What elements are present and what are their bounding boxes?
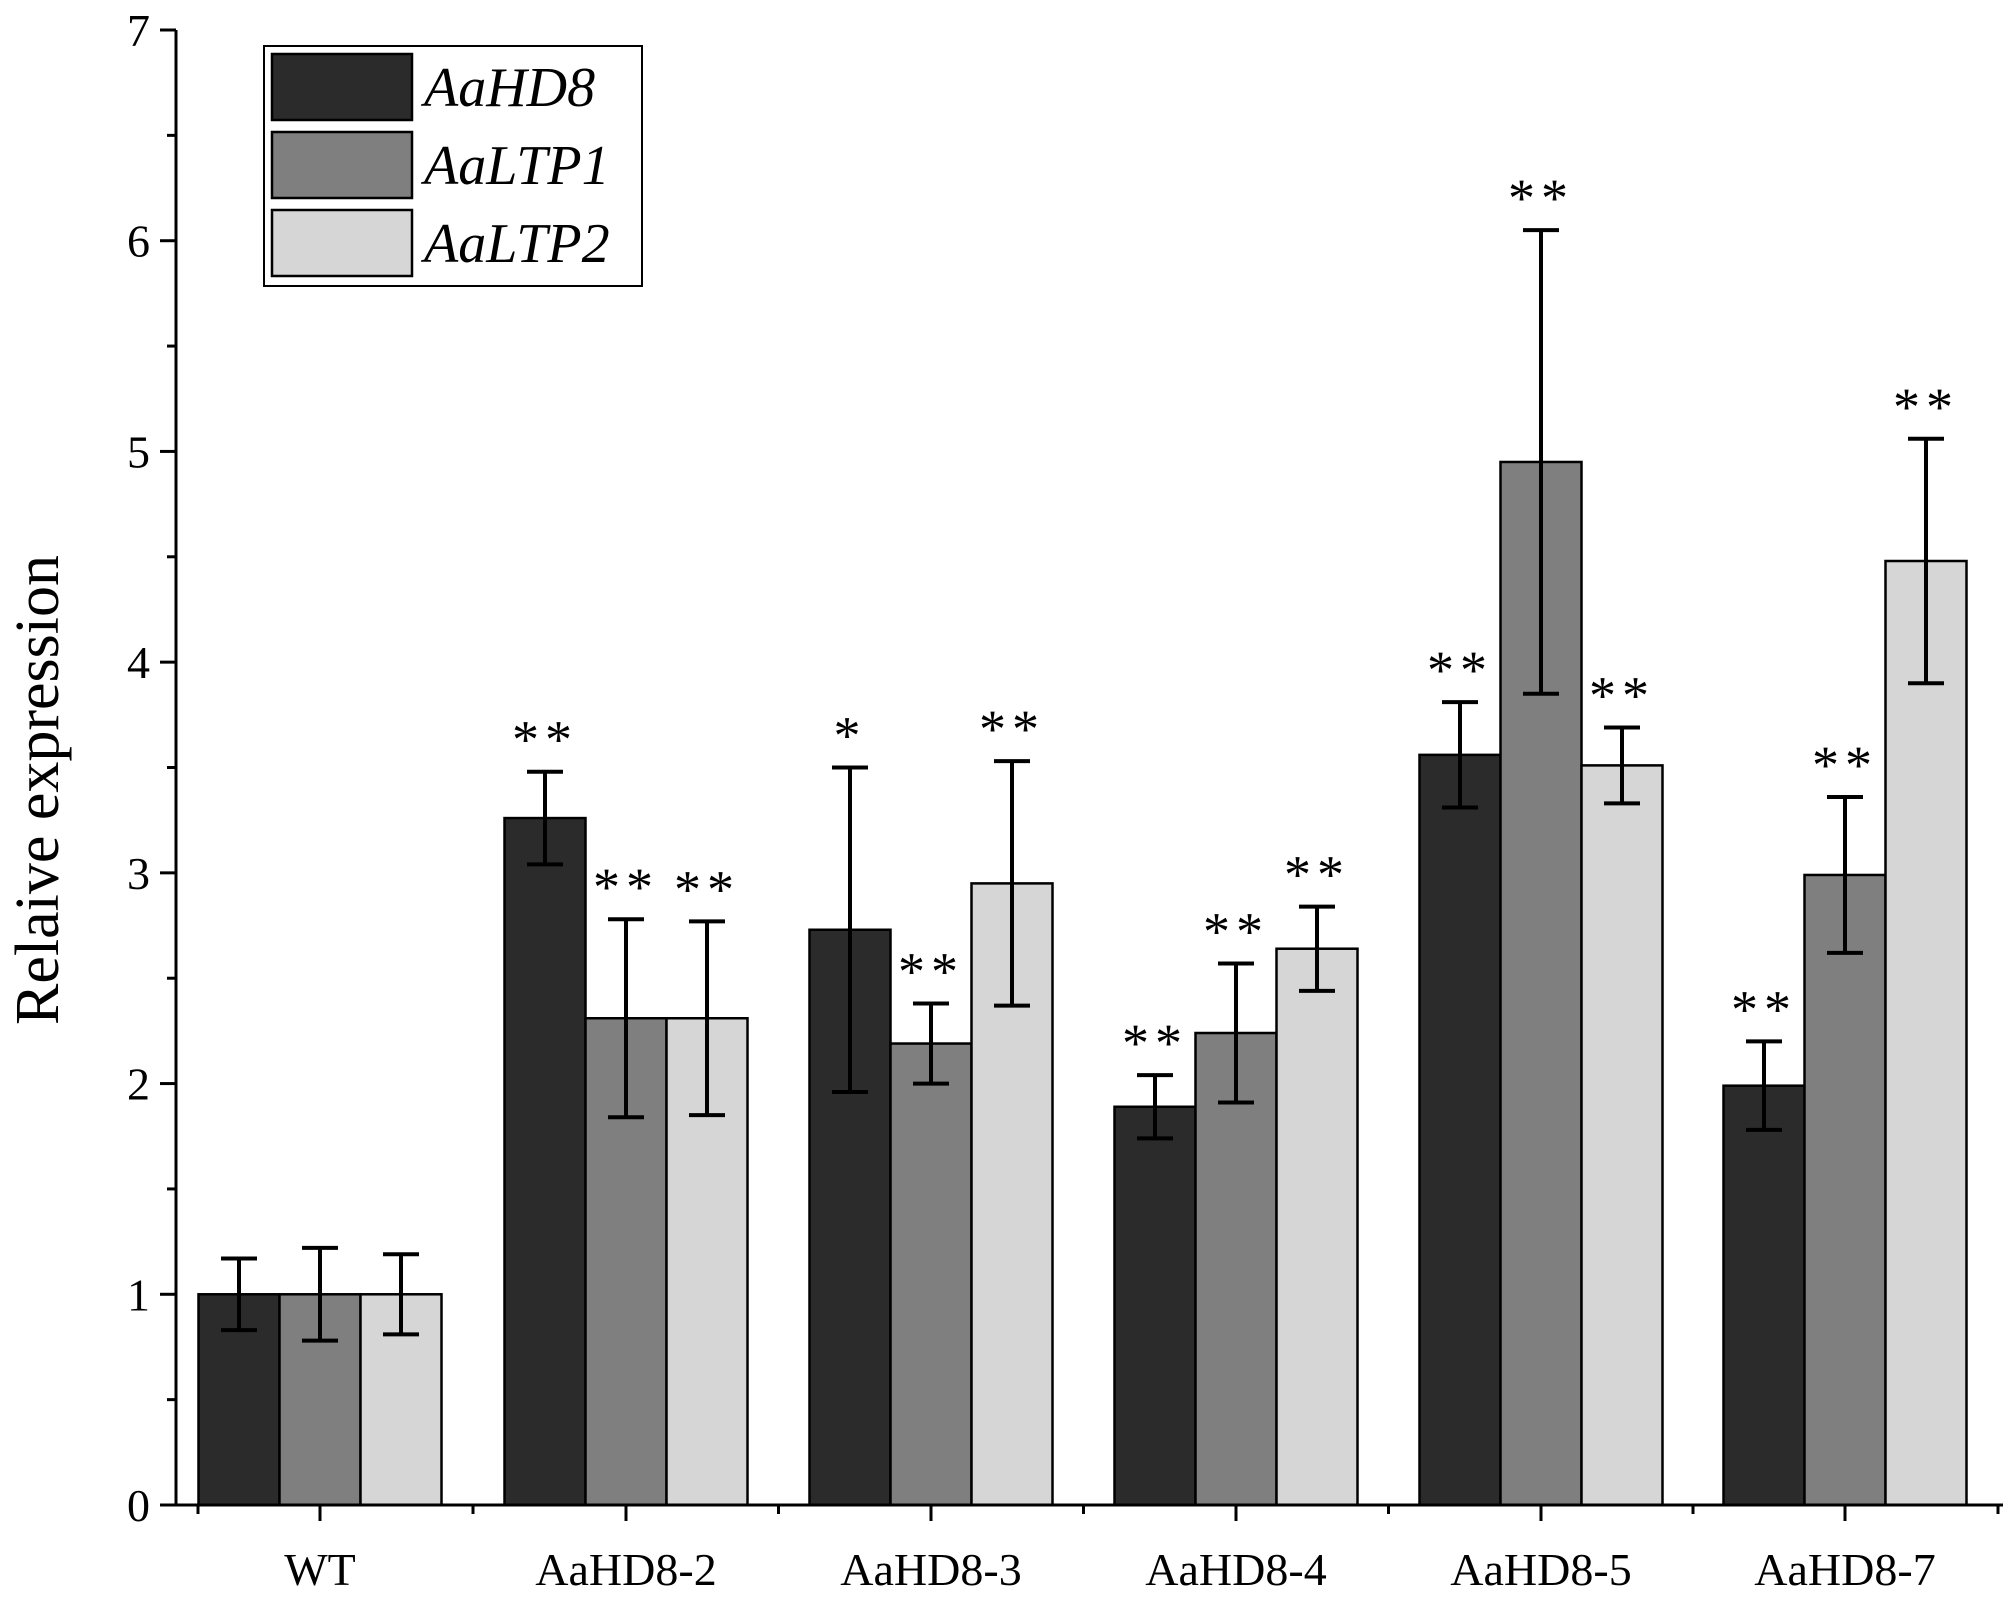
y-tick-label: 5 xyxy=(127,426,150,477)
x-tick-label: WT xyxy=(284,1544,356,1595)
x-tick-label: AaHD8-7 xyxy=(1754,1544,1935,1595)
legend-label: AaLTP2 xyxy=(420,213,610,275)
significance-label: * xyxy=(834,706,867,766)
significance-label: ** xyxy=(898,942,964,1002)
significance-label: ** xyxy=(1812,735,1878,795)
bar xyxy=(503,816,587,1507)
bar xyxy=(1722,1084,1806,1507)
significance-label: ** xyxy=(979,699,1045,759)
bars-layer xyxy=(197,460,1968,1507)
legend-swatch xyxy=(270,208,414,278)
significance-label: ** xyxy=(593,857,659,917)
significance-label: ** xyxy=(1508,168,1574,228)
significance-layer: ** *************************** xyxy=(512,168,1959,1073)
y-tick-label: 7 xyxy=(127,5,150,56)
significance-label: ** xyxy=(1203,901,1269,961)
bar xyxy=(1580,764,1664,1507)
y-tick-label: 2 xyxy=(127,1059,150,1110)
legend-label: AaLTP1 xyxy=(420,135,610,197)
legend-swatch xyxy=(270,52,414,122)
y-tick-label: 4 xyxy=(127,637,150,688)
x-tick-label: AaHD8-3 xyxy=(840,1544,1021,1595)
bar xyxy=(1418,753,1502,1507)
significance-label: ** xyxy=(1122,1013,1188,1073)
significance-label: ** xyxy=(1893,377,1959,437)
significance-label: ** xyxy=(1284,845,1350,905)
significance-label: ** xyxy=(1427,640,1493,700)
y-tick-label: 1 xyxy=(127,1269,150,1320)
x-ticks-layer: WT AaHD8-2 AaHD8-3 AaHD8-4 AaHD8-5 AaHD8-7 xyxy=(196,1505,2000,1595)
y-ticks-layer: 0 1 2 3 4 5 6 7 xyxy=(127,5,176,1531)
x-tick-label: AaHD8-2 xyxy=(535,1544,716,1595)
bar xyxy=(1803,873,1887,1507)
significance-label: ** xyxy=(512,710,578,770)
y-tick-label: 0 xyxy=(127,1480,150,1531)
legend: AaHD8 AaLTP1 AaLTP2 xyxy=(263,45,643,287)
legend-label: AaHD8 xyxy=(420,57,595,119)
y-tick-label: 6 xyxy=(127,216,150,267)
bar xyxy=(889,1042,973,1507)
significance-label: ** xyxy=(1731,979,1797,1039)
bar xyxy=(1113,1105,1197,1507)
bar xyxy=(1884,559,1968,1507)
x-tick-label: AaHD8-5 xyxy=(1450,1544,1631,1595)
bar xyxy=(1275,947,1359,1507)
legend-swatch xyxy=(270,130,414,200)
x-tick-label: AaHD8-4 xyxy=(1145,1544,1326,1595)
significance-label: ** xyxy=(674,859,740,919)
significance-label: ** xyxy=(1589,665,1655,725)
error-bars-layer xyxy=(221,228,1944,1343)
y-axis-title: Relaive expression xyxy=(4,555,72,1025)
y-tick-label: 3 xyxy=(127,848,150,899)
